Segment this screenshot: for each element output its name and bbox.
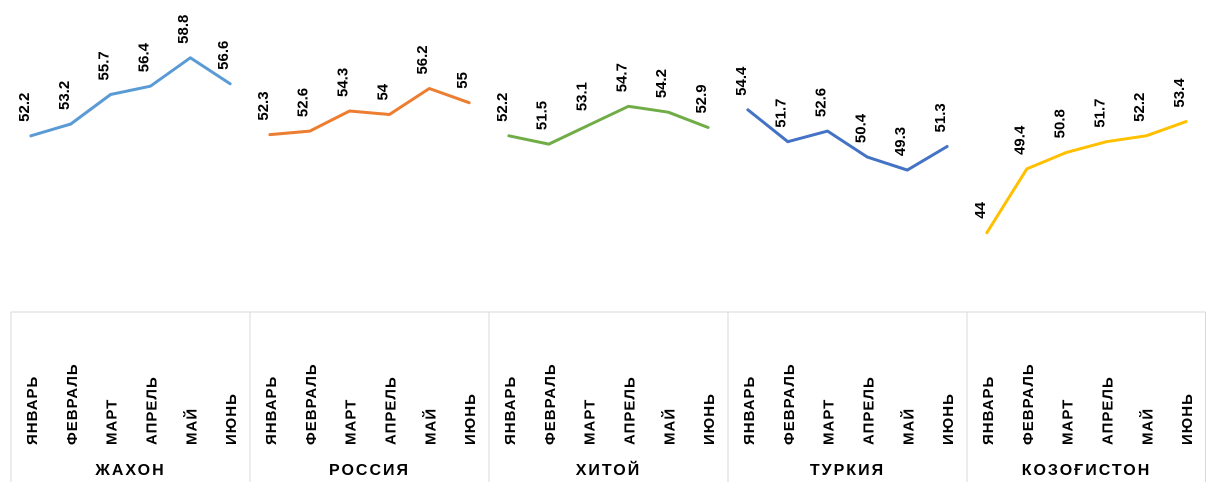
month-tick-label: МАРТ: [1060, 399, 1077, 445]
month-tick-label: ЯНВАРЬ: [741, 376, 758, 445]
month-tick-label: МАЙ: [182, 408, 200, 445]
data-label: 56.2: [414, 45, 431, 74]
data-label: 51.7: [773, 99, 790, 128]
month-tick-label: АПРЕЛЬ: [382, 376, 399, 445]
month-tick-label: МАРТ: [821, 399, 838, 445]
data-label: 56.6: [215, 41, 232, 70]
month-tick-label: ФЕВРАЛЬ: [64, 363, 81, 445]
month-tick-label: ЯНВАРЬ: [980, 376, 997, 445]
group-label: КОЗОҒИСТОН: [1022, 462, 1152, 479]
month-tick-label: МАРТ: [343, 399, 360, 445]
month-tick-label: АПРЕЛЬ: [143, 376, 160, 445]
data-label: 52.9: [693, 84, 710, 113]
month-tick-label: МАЙ: [899, 408, 917, 445]
series-line-4: [985, 120, 1188, 235]
group-label: РОССИЯ: [329, 462, 410, 479]
month-tick-label: ИЮНЬ: [462, 393, 479, 445]
series-line-0: [29, 56, 232, 138]
month-tick-label: ЯНВАРЬ: [502, 376, 519, 445]
month-tick-label: АПРЕЛЬ: [860, 376, 877, 445]
data-label: 58.8: [175, 15, 192, 44]
data-label: 52.2: [16, 93, 33, 122]
month-tick-label: МАЙ: [421, 408, 439, 445]
series-line-2: [507, 104, 710, 146]
month-tick-label: ИЮНЬ: [1179, 393, 1196, 445]
month-tick-label: ЯНВАРЬ: [24, 376, 41, 445]
month-tick-label: МАЙ: [660, 408, 678, 445]
month-tick-label: ФЕВРАЛЬ: [781, 363, 798, 445]
group-label: ХИТОЙ: [576, 460, 642, 479]
data-label: 49.3: [892, 127, 909, 156]
data-label: 50.4: [852, 113, 869, 143]
month-tick-label: ФЕВРАЛЬ: [1020, 363, 1037, 445]
month-tick-label: АПРЕЛЬ: [621, 376, 638, 445]
data-label: 51.3: [932, 103, 949, 132]
data-label: 52.6: [813, 88, 830, 117]
month-tick-label: ФЕВРАЛЬ: [542, 363, 559, 445]
data-label: 52.3: [255, 91, 272, 120]
month-tick-label: МАРТ: [582, 399, 599, 445]
month-tick-label: ФЕВРАЛЬ: [303, 363, 320, 445]
data-label: 55: [454, 72, 471, 89]
data-label: 53.4: [1171, 78, 1188, 108]
data-label: 56.4: [135, 42, 152, 72]
month-tick-label: АПРЕЛЬ: [1099, 376, 1116, 445]
data-label: 51.5: [534, 101, 551, 130]
month-tick-label: МАЙ: [1138, 408, 1156, 445]
group-label: ТУРКИЯ: [810, 462, 885, 479]
month-tick-label: ИЮНЬ: [940, 393, 957, 445]
data-label: 49.4: [1012, 125, 1029, 155]
month-tick-label: ЯНВАРЬ: [263, 376, 280, 445]
data-label: 53.2: [56, 81, 73, 110]
data-label: 54.4: [733, 66, 750, 96]
month-tick-label: ИЮНЬ: [223, 393, 240, 445]
data-label: 54.2: [653, 69, 670, 98]
data-label: 50.8: [1052, 109, 1069, 138]
data-label: 54.3: [335, 68, 352, 97]
data-label: 54: [374, 83, 391, 100]
series-line-3: [746, 108, 949, 172]
category-axis: ЯНВАРЬ ФЕВРАЛЬ МАРТ АПРЕЛЬ МАЙ ИЮНЬ ЖАХОН ЯНВАР…: [10, 311, 1206, 482]
data-label: 53.1: [574, 82, 591, 111]
data-label: 52.2: [494, 93, 511, 122]
data-label: 44: [972, 201, 989, 218]
plot-area: 52.2 53.2 55.7 56.4 58.8 56.6 52.3 52.6 54.3 54 56…: [16, 15, 1188, 235]
month-tick-label: МАРТ: [104, 399, 121, 445]
month-tick-label: ИЮНЬ: [701, 393, 718, 445]
data-label: 55.7: [96, 51, 113, 80]
data-label: 51.7: [1091, 99, 1108, 128]
data-label: 54.7: [613, 63, 630, 92]
group-label: ЖАХОН: [94, 462, 165, 479]
data-label: 52.6: [295, 88, 312, 117]
data-label: 52.2: [1131, 93, 1148, 122]
series-line-1: [268, 87, 471, 137]
